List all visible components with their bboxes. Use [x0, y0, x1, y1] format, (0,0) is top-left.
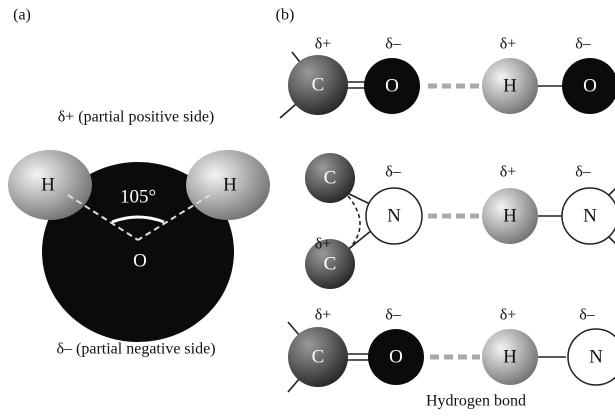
bottom-label: δ– (partial negative side): [56, 341, 215, 358]
caption: Hydrogen bond: [426, 393, 526, 410]
charge-label: δ–: [575, 164, 592, 181]
charge-label: δ–: [579, 307, 596, 324]
atom-label: O: [133, 250, 147, 271]
charge-label: δ–: [385, 307, 402, 324]
charge-label: δ+: [500, 164, 517, 181]
atom-label: O: [389, 346, 403, 367]
atom-label: O: [385, 75, 399, 96]
charge-label: δ+: [315, 236, 332, 253]
charge-label: δ–: [385, 164, 402, 181]
atom-label: H: [503, 346, 517, 367]
charge-label: δ–: [575, 36, 592, 53]
atom-label: C: [324, 253, 337, 274]
atom-label: C: [312, 346, 325, 367]
atom-label: H: [41, 174, 55, 195]
panel-label: (a): [13, 7, 31, 24]
figure: (a) δ+ (partial positive side) H H O 105…: [0, 0, 615, 417]
atom-label: H: [223, 174, 237, 195]
top-label: δ+ (partial positive side): [58, 109, 215, 126]
charge-label: δ+: [315, 307, 332, 324]
panel-label: (b): [276, 7, 295, 24]
charge-label: δ+: [315, 36, 332, 53]
atom-label: N: [583, 205, 597, 226]
charge-label: δ–: [385, 36, 402, 53]
atom-label: N: [387, 205, 401, 226]
atom-label: N: [589, 346, 603, 367]
atom-label: H: [503, 75, 517, 96]
charge-label: δ+: [500, 36, 517, 53]
atom-label: C: [324, 167, 337, 188]
atom-label: O: [583, 75, 597, 96]
atom-label: C: [312, 74, 325, 95]
angle-label: 105°: [120, 186, 156, 207]
atom-label: H: [503, 205, 517, 226]
charge-label: δ+: [500, 307, 517, 324]
